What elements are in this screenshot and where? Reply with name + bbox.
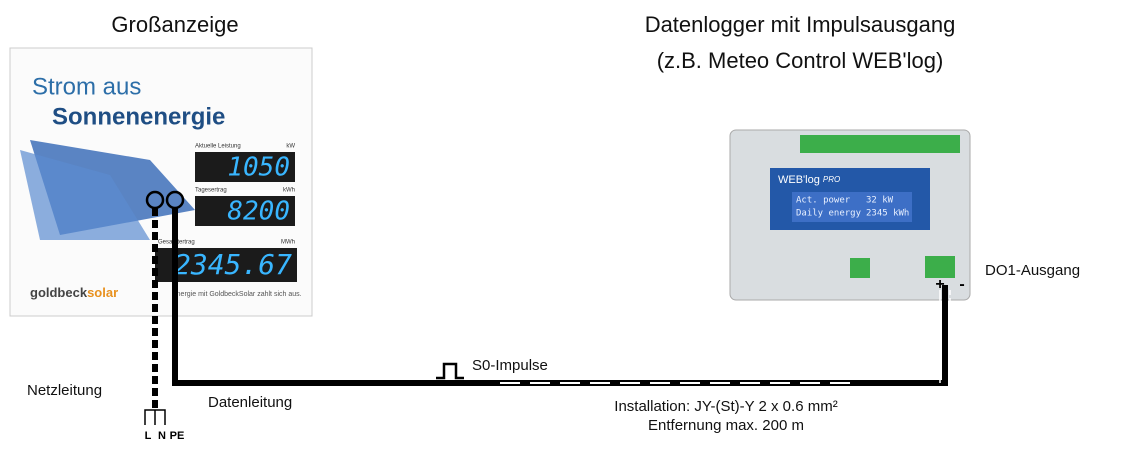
display-line: Strom aus <box>32 73 141 100</box>
row-unit: kW <box>286 144 295 150</box>
row-unit: MWh <box>281 240 295 246</box>
conductor-label: N <box>158 430 166 442</box>
heading: Großanzeige <box>111 12 238 37</box>
conductor-label: PE <box>170 430 185 442</box>
logger-brand: WEB'log PRO <box>778 174 840 186</box>
pulse-symbol <box>436 364 464 378</box>
distance-label: Entfernung max. 200 m <box>648 417 804 434</box>
terminal-block <box>800 135 960 153</box>
data-label: Datenleitung <box>208 394 292 411</box>
output-label: DO1-Ausgang <box>985 262 1080 279</box>
brand-accent: solar <box>87 285 118 300</box>
edition: PRO <box>823 175 840 184</box>
brand-name: goldbeck <box>30 285 88 300</box>
row-value: 8200 <box>227 197 290 227</box>
row-unit: kWh <box>283 188 295 194</box>
slogan: Energie mit GoldbeckSolar zahlt sich aus… <box>172 291 302 298</box>
lcd-text: Daily energy <box>796 209 862 219</box>
terminal-sign: - <box>959 276 964 293</box>
mains-label: Netzleitung <box>27 382 102 399</box>
heading: Datenlogger mit Impulsausgang <box>645 12 956 37</box>
conductor-split <box>145 410 165 425</box>
terminal-block <box>850 258 870 278</box>
lcd-text: 32 kW <box>866 196 894 206</box>
lcd-text: 2345 kWh <box>866 209 909 219</box>
heading: (z.B. Meteo Control WEB'log) <box>657 48 944 73</box>
logger-device: WEB'log PRO Act. power 32 kW Daily energ… <box>730 130 970 300</box>
cable-label: Installation: JY-(St)-Y 2 x 0.6 mm² <box>614 398 837 415</box>
row-label: Tagesertrag <box>195 188 227 194</box>
brand: goldbecksolar <box>30 285 118 300</box>
pulse-label: S0-Impulse <box>472 357 548 374</box>
display-panel: Strom aus Sonnenenergie Aktuelle Leistun… <box>10 48 312 316</box>
row-value: 1050 <box>227 153 290 183</box>
row-value: 2345.67 <box>174 248 292 281</box>
row-label: Aktuelle Leistung <box>195 144 241 150</box>
terminal-block <box>925 256 955 278</box>
conductor-label: L <box>145 430 152 442</box>
brand-name: WEB'log <box>778 174 820 186</box>
lcd-text: Act. power <box>796 196 851 206</box>
display-line: Sonnenenergie <box>52 103 225 130</box>
diagram: Strom aus Sonnenenergie Aktuelle Leistun… <box>0 0 1130 453</box>
